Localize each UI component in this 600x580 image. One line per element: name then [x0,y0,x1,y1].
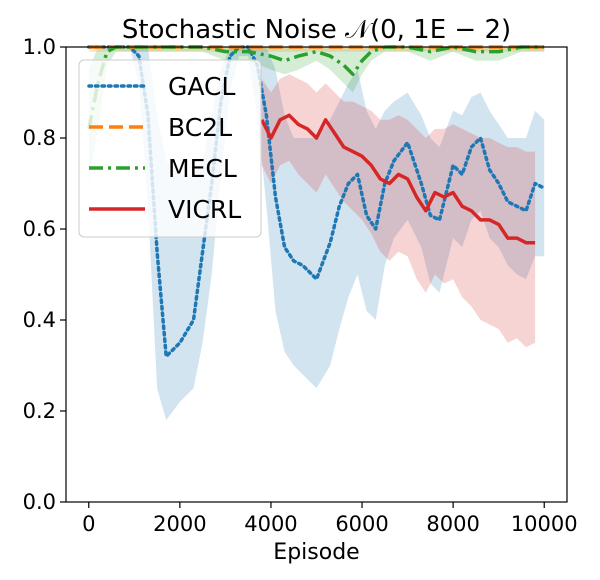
mecl-confidence-band [88,47,545,184]
mecl-legend-label: MECL [168,154,237,183]
legend: GACL BC2L MECL VICRL [78,59,262,238]
x-axis-ticks: 0 2000 4000 6000 8000 10000 [82,502,578,536]
y-axis-ticks: 0.0 0.2 0.4 0.6 0.8 1.0 [23,35,66,514]
vicrl-legend-label: VICRL [168,195,241,224]
x-tick-label: 10000 [511,512,578,536]
vicrl-confidence-band [261,74,536,348]
x-tick-label: 8000 [426,512,479,536]
chart-title: Stochastic Noise 𝒩(0, 1E − 2) [122,15,511,45]
plot-area-frame [65,46,568,503]
confidence-bands [88,47,545,421]
x-axis-label: Episode [273,540,359,565]
x-tick-label: 6000 [335,512,388,536]
gacl-series-line [87,45,546,359]
x-tick-label: 2000 [153,512,206,536]
y-tick-label: 0.2 [23,399,56,423]
legend-box [78,59,262,238]
mecl-series-line [87,45,545,130]
x-tick-label: 4000 [244,512,297,536]
gacl-legend-label: GACL [168,72,235,101]
y-tick-label: 0.8 [23,126,56,150]
y-tick-label: 0.4 [23,308,56,332]
vicrl-series-line [260,113,536,245]
x-tick-label: 0 [82,512,95,536]
gacl-confidence-band [88,47,545,421]
y-tick-label: 0.0 [23,490,56,514]
y-tick-label: 0.6 [23,217,56,241]
y-tick-label: 1.0 [23,35,56,59]
bc2l-legend-label: BC2L [168,113,232,142]
